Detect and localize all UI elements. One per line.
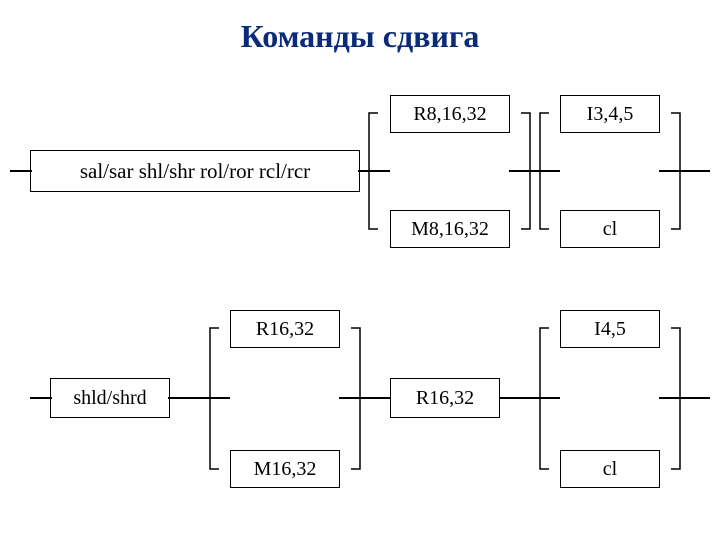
box-m16: M16,32 bbox=[230, 450, 340, 488]
connector-hline bbox=[10, 170, 32, 172]
box-label: M8,16,32 bbox=[411, 218, 489, 241]
connector-hline bbox=[509, 170, 560, 172]
box-label: R16,32 bbox=[256, 318, 314, 341]
connector-hline bbox=[339, 397, 391, 399]
connector-hline bbox=[358, 170, 390, 172]
bracket-connector bbox=[351, 328, 360, 469]
box-r8: R8,16,32 bbox=[390, 95, 510, 133]
box-label: M16,32 bbox=[254, 458, 317, 481]
connector-hline bbox=[659, 397, 710, 399]
box-label: R8,16,32 bbox=[413, 103, 486, 126]
box-label: cl bbox=[603, 458, 617, 481]
connector-hline bbox=[30, 397, 52, 399]
box-instructions-group1: sal/sar shl/shr rol/ror rcl/rcr bbox=[30, 150, 360, 192]
box-cl-1: cl bbox=[560, 210, 660, 248]
box-label: R16,32 bbox=[416, 387, 474, 410]
connector-hline bbox=[499, 397, 560, 399]
box-m8: M8,16,32 bbox=[390, 210, 510, 248]
bracket-connector bbox=[210, 328, 219, 469]
box-i4: I4,5 bbox=[560, 310, 660, 348]
box-label: I4,5 bbox=[594, 318, 626, 341]
box-label: cl bbox=[603, 218, 617, 241]
box-label: shld/shrd bbox=[73, 387, 146, 410]
box-r16-b: R16,32 bbox=[390, 378, 500, 418]
box-i3: I3,4,5 bbox=[560, 95, 660, 133]
box-r16-a: R16,32 bbox=[230, 310, 340, 348]
box-cl-2: cl bbox=[560, 450, 660, 488]
connector-hline bbox=[168, 397, 230, 399]
bracket-connector bbox=[540, 328, 549, 469]
page-title: Команды сдвига bbox=[0, 18, 720, 55]
box-label: I3,4,5 bbox=[587, 103, 634, 126]
box-label: sal/sar shl/shr rol/ror rcl/rcr bbox=[80, 159, 310, 184]
bracket-connector bbox=[671, 328, 680, 469]
box-instructions-group2: shld/shrd bbox=[50, 378, 170, 418]
connector-hline bbox=[659, 170, 710, 172]
